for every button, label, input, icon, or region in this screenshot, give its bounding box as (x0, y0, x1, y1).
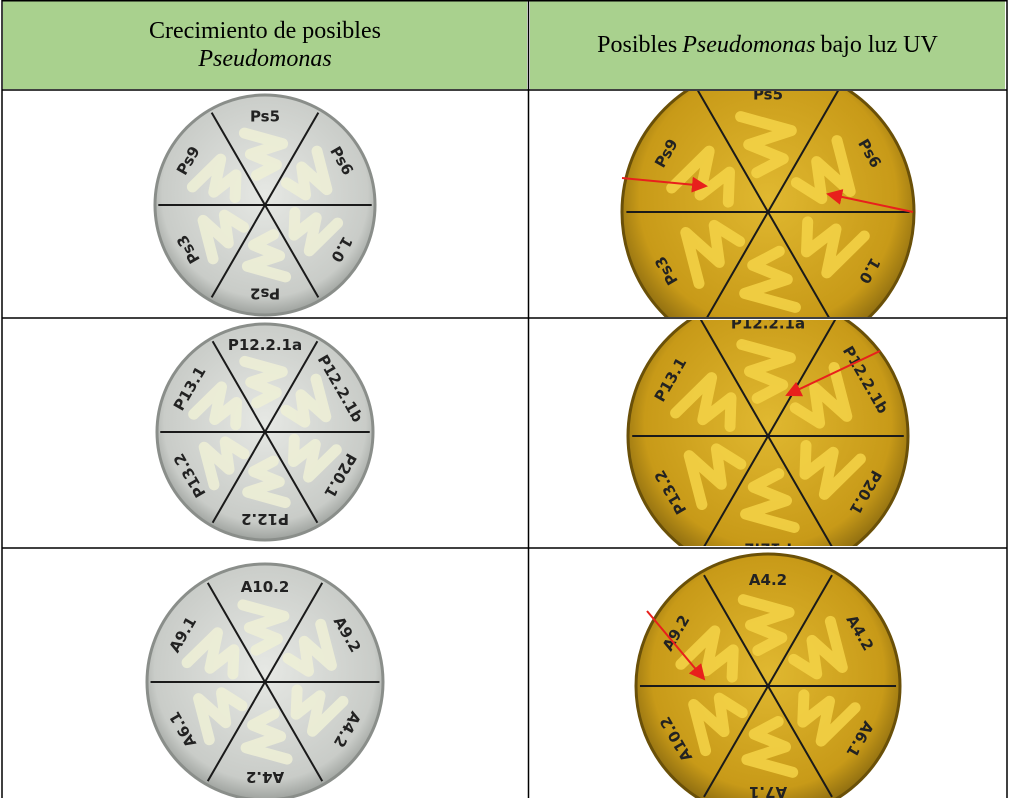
sector-line (696, 91, 830, 317)
plate-label: A4.2 (246, 768, 284, 786)
bacterial-streak (242, 455, 291, 509)
header-text-italic: Pseudomonas (198, 46, 332, 72)
bacterial-streak (239, 355, 288, 409)
bacterial-streak (666, 145, 735, 208)
bacterial-streak (670, 372, 737, 432)
bacterial-streak (675, 625, 739, 683)
sector-line (211, 340, 319, 524)
plate-label: P12.2 (241, 510, 289, 528)
plate-label: A7.1 (749, 783, 787, 798)
bacterial-streak (799, 440, 866, 500)
header-text-italic: Pseudomonas (682, 32, 816, 58)
header-text: bajo luz UV (820, 32, 938, 58)
bacterial-streak (280, 373, 332, 428)
bacterial-streak (797, 689, 861, 747)
bacterial-streak (188, 381, 242, 431)
annotation-arrows (621, 176, 914, 681)
bacterial-streak (735, 111, 797, 179)
plate-label: P12.2.1a (228, 336, 302, 354)
bacterial-streak (198, 436, 250, 491)
sector-line (210, 112, 320, 298)
plate-label: Ps2 (250, 285, 280, 303)
bacterial-streak (790, 135, 856, 205)
header-text: Posibles (597, 32, 678, 58)
bacterial-streak (181, 627, 240, 680)
bacterial-streak (241, 229, 292, 283)
bacterial-streak (288, 433, 342, 483)
sector-line (206, 582, 324, 782)
bacterial-streak (288, 207, 344, 257)
plate-label: P12.2.1a (731, 315, 805, 333)
bacterial-streak (237, 599, 290, 656)
bacterial-streak (688, 692, 748, 757)
bacterial-streak (193, 687, 248, 746)
bacterial-streak (801, 216, 870, 279)
bacterial-streak (741, 716, 799, 778)
bacterial-streak (197, 209, 250, 265)
bacterial-streak (739, 245, 801, 313)
bacterial-streak (737, 594, 795, 656)
bacterial-streak (740, 468, 800, 533)
plate-label: A10.2 (241, 578, 290, 596)
bacterial-streak (736, 339, 796, 404)
bacterial-streak (290, 684, 349, 737)
header-cell: Posibles Pseudomonas bajo luz UV (530, 1, 1005, 89)
bacterial-streak (186, 153, 242, 203)
bacterial-streak (683, 443, 747, 510)
plate-label: Ps5 (753, 86, 783, 104)
plate-label: Ps5 (250, 108, 280, 126)
petri-dish: A10.2A9.2A4.2A4.2A6.1A9.1 (145, 562, 385, 798)
bacterial-streak (240, 708, 293, 765)
header-text: Crecimiento de posibles (149, 18, 381, 44)
plate-label: P12.2 (744, 540, 792, 558)
plate-label: A4.2 (749, 571, 787, 589)
bacterial-streak (789, 362, 853, 429)
bacterial-streak (280, 145, 333, 201)
bacterial-streak (238, 127, 289, 181)
sector-line (699, 320, 833, 546)
bacterial-streak (680, 219, 746, 289)
header-cell: Crecimiento de posibles Pseudomonas (3, 1, 527, 89)
sector-line (703, 574, 833, 798)
bacterial-streak (282, 618, 337, 677)
bacterial-streak (788, 615, 848, 680)
